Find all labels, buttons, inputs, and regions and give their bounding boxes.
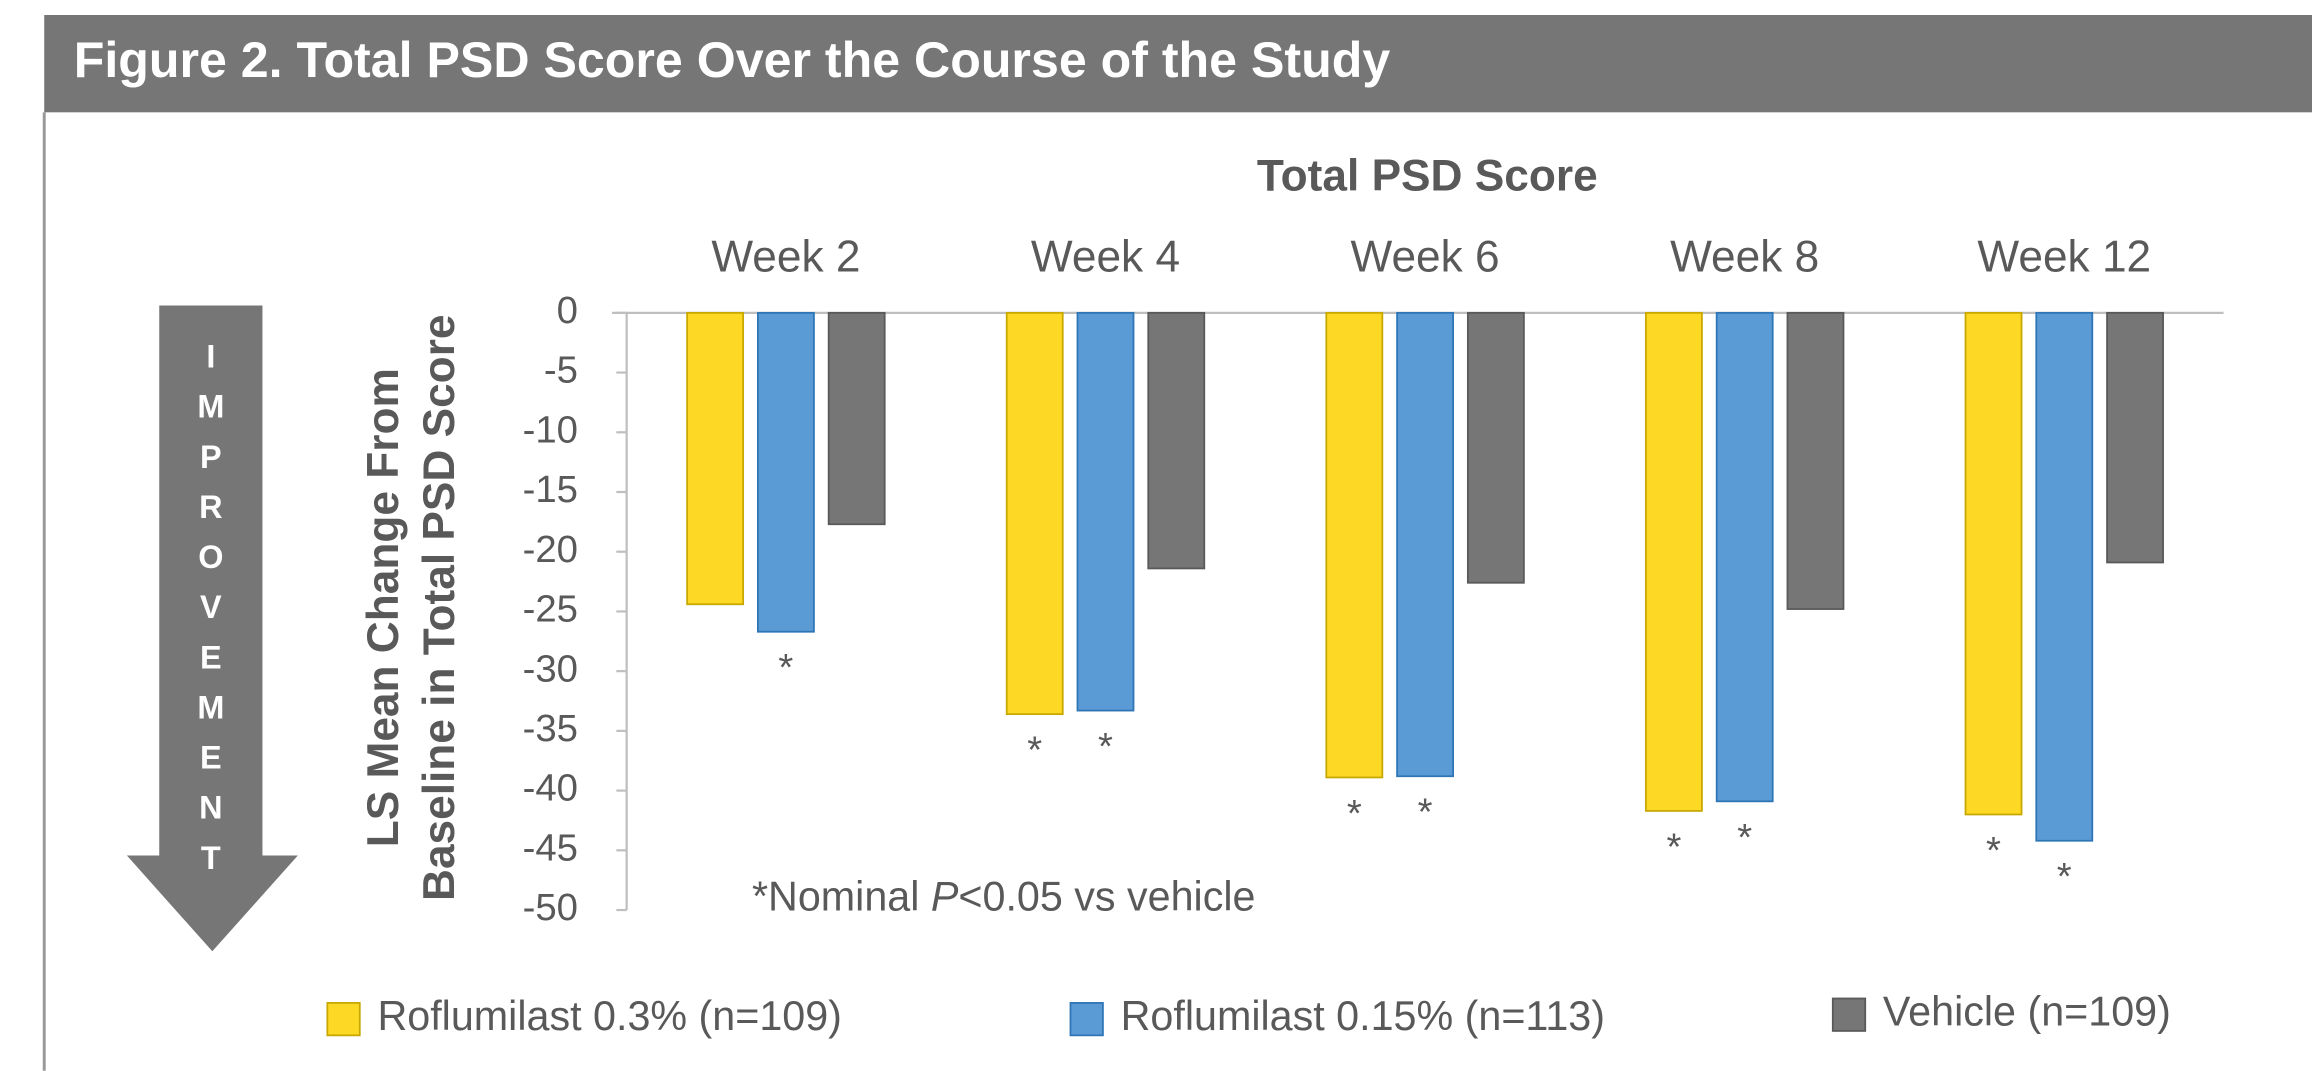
x-category-label: Week 12 [1977,232,2151,281]
y-tick-label: 0 [557,289,578,332]
arrow-letter: V [200,589,222,625]
y-tick-label: -10 [523,408,578,451]
y-axis-label-line: Baseline in Total PSD Score [415,315,464,901]
bar [1964,311,2023,816]
improvement-arrow [126,305,298,952]
legend-swatch [326,1002,361,1037]
x-category-label: Week 2 [711,232,860,281]
bar [2035,311,2094,842]
arrow-letter: I [206,338,215,374]
x-category-label: Week 4 [1031,232,1180,281]
y-axis-label-line: LS Mean Change From [359,368,408,847]
bar [2106,311,2164,564]
arrow-letter: O [198,539,223,575]
bar [1786,311,1845,610]
significance-marker: * [1666,825,1681,868]
significance-marker: * [1347,792,1362,835]
significance-marker: * [1737,816,1752,859]
x-category-label: Week 8 [1670,232,1819,281]
arrow-letter: E [200,739,222,775]
footnote: *Nominal P<0.05 vs vehicle [752,874,1255,920]
legend-label: Roflumilast 0.15% (n=113) [1121,993,1605,1039]
y-tick-label: -20 [523,528,578,571]
header-title: Figure 2. Total PSD Score Over the Cours… [74,32,1391,88]
footnote-part: P [931,874,959,920]
y-axis-label: LS Mean Change From Baseline in Total PS… [359,315,464,901]
bar [757,311,815,633]
bar [827,311,886,526]
bar [1715,311,1774,803]
y-tick-label: -5 [544,349,578,392]
significance-marker: * [778,646,793,689]
bar [1645,311,1703,812]
bar [1005,311,1064,716]
header-bar [44,15,2312,113]
legend-label: Roflumilast 0.3% (n=109) [377,993,841,1039]
y-tick-label: -40 [523,767,578,810]
y-tick-label: -15 [523,468,578,511]
significance-marker: * [2057,855,2072,898]
significance-marker: * [1098,725,1113,768]
x-category-label: Week 6 [1351,232,1500,281]
significance-marker: * [1418,791,1433,834]
y-tick-label: -50 [523,886,578,929]
y-tick-label: -45 [523,826,578,869]
bar [686,311,745,606]
arrow-letter: T [201,839,221,875]
bar [1466,311,1525,584]
bar [1325,311,1384,779]
bar [1396,311,1454,778]
y-tick-label: -30 [523,647,578,690]
legend-swatch [1069,1002,1104,1037]
arrow-letter: M [197,689,224,725]
arrow-letter: M [197,388,224,424]
significance-marker: * [1986,829,2001,872]
footnote-part: <0.05 vs vehicle [958,874,1255,920]
bar [1147,311,1206,570]
bar [1076,311,1135,712]
chart-title: Total PSD Score [1257,151,1598,200]
legend-label: Vehicle (n=109) [1883,989,2171,1035]
legend-swatch [1831,997,1867,1032]
arrow-letter: R [199,489,222,525]
footnote-part: *Nominal [752,874,931,920]
y-tick-label: -35 [523,707,578,750]
arrow-letter: P [200,438,222,474]
arrow-letter: N [199,789,222,825]
arrow-letter: E [200,639,222,675]
significance-marker: * [1027,729,1042,772]
y-tick-label: -25 [523,588,578,631]
